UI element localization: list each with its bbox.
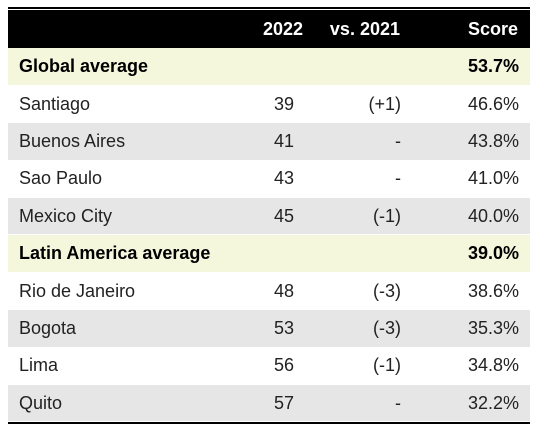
row-score: 34.8% [412, 347, 530, 386]
row-change-vs-2021: - [305, 384, 412, 423]
row-rank-2022: 53 [253, 309, 305, 348]
row-name: Rio de Janeiro [8, 272, 253, 311]
header-2022: 2022 [263, 18, 304, 39]
row-change-vs-2021: (-1) [305, 197, 412, 236]
row-name: Sao Paulo [8, 160, 253, 199]
row-name: Latin America average [8, 234, 253, 273]
row-score: 35.3% [412, 309, 530, 348]
row-score: 46.6% [412, 85, 530, 124]
header-score: Score [467, 18, 518, 39]
row-rank-2022: 48 [253, 272, 305, 311]
row-name: Quito [8, 384, 253, 423]
row-rank-2022: 39 [253, 85, 305, 124]
row-change-vs-2021: (+1) [305, 85, 412, 124]
row-name: Santiago [8, 85, 253, 124]
row-change-vs-2021: (-3) [305, 272, 412, 311]
table-row: Rio de Janeiro 48 (-3) 38.6% [8, 272, 530, 311]
table-row: Bogota 53 (-3) 35.3% [8, 309, 530, 348]
row-change-vs-2021: - [305, 122, 412, 161]
average-row: Global average 53.7% [8, 48, 530, 86]
row-rank-2022: 45 [253, 197, 305, 236]
row-name: Buenos Aires [8, 122, 253, 161]
bottom-rule [8, 422, 530, 424]
row-change-vs-2021: (-1) [305, 347, 412, 386]
row-score: 38.6% [412, 272, 530, 311]
row-rank-2022: 57 [253, 384, 305, 423]
row-rank-2022: 41 [253, 122, 305, 161]
row-score: 43.8% [412, 122, 530, 161]
top-rule [8, 7, 530, 9]
row-score: 40.0% [412, 197, 530, 236]
table-row: Quito 57-32.2% [8, 384, 530, 423]
table-row: Sao Paulo 43-41.0% [8, 160, 530, 199]
row-change-vs-2021 [305, 48, 412, 86]
row-change-vs-2021: (-3) [305, 309, 412, 348]
row-score: 41.0% [412, 160, 530, 199]
row-change-vs-2021 [305, 234, 412, 273]
row-rank-2022 [253, 234, 305, 273]
table-row: Mexico City 45 (-1) 40.0% [8, 197, 530, 236]
row-rank-2022 [253, 48, 305, 86]
table-body: Global average 53.7% Santiago 39 (+1) 46.6% Bu… [8, 48, 530, 423]
row-score: 32.2% [412, 384, 530, 423]
row-name: Mexico City [8, 197, 253, 236]
ranking-table: 2022 vs. 2021 Score Global average 53.7% S… [8, 10, 530, 423]
table-header-row: 2022 vs. 2021 Score [8, 10, 530, 48]
row-name: Bogota [8, 309, 253, 348]
table-row: Lima 56 (-1) 34.8% [8, 347, 530, 386]
table-row: Santiago 39 (+1) 46.6% [8, 85, 530, 124]
row-rank-2022: 43 [253, 160, 305, 199]
header-vs-2021: vs. 2021 [329, 18, 400, 39]
row-name: Lima [8, 347, 253, 386]
header-name [8, 10, 253, 48]
row-score: 53.7% [412, 48, 530, 86]
average-row: Latin America average 39.0% [8, 234, 530, 273]
row-change-vs-2021: - [305, 160, 412, 199]
row-score: 39.0% [412, 234, 530, 273]
row-name: Global average [8, 48, 253, 86]
table-row: Buenos Aires 41-43.8% [8, 122, 530, 161]
row-rank-2022: 56 [253, 347, 305, 386]
